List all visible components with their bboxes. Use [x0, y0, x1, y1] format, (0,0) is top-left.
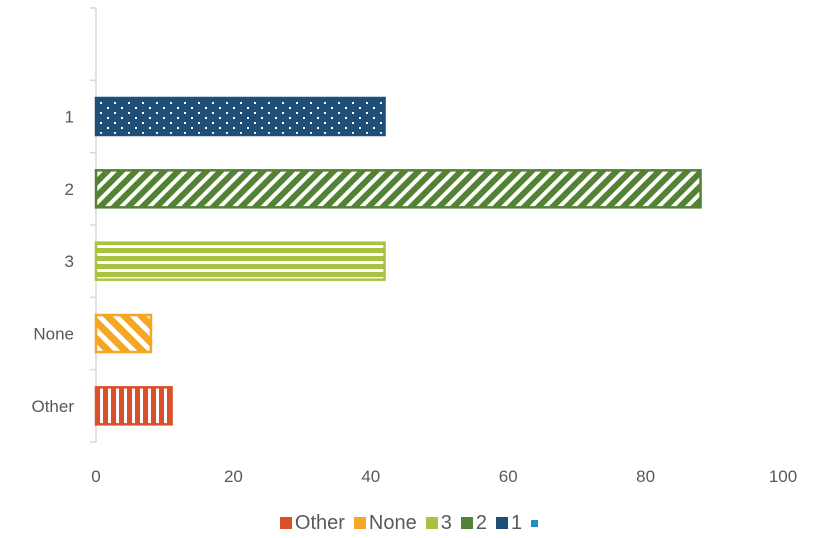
bar-1 [94, 96, 386, 137]
legend: Other None 3 2 1 [0, 510, 821, 536]
legend-item [531, 519, 541, 527]
legend-swatch [279, 517, 292, 529]
y-tick-label: Other [31, 397, 74, 416]
legend-swatch [531, 519, 539, 527]
legend-swatch [495, 517, 508, 529]
legend-swatch [353, 517, 366, 529]
x-tick-label: 100 [769, 467, 797, 486]
bar-3 [94, 241, 386, 281]
x-tick-label: 40 [361, 467, 380, 486]
legend-item: 3 [425, 511, 452, 535]
legend-swatch [460, 517, 473, 529]
x-tick-label: 0 [91, 467, 100, 486]
legend-label: 3 [440, 511, 452, 534]
bar-other [94, 386, 173, 426]
x-tick-label: 20 [224, 467, 243, 486]
legend-item: None [353, 511, 417, 535]
legend-item: 2 [460, 511, 487, 535]
x-tick-label: 80 [636, 467, 655, 486]
legend-label: None [368, 511, 417, 534]
axes [90, 7, 97, 443]
legend-label: 2 [475, 511, 487, 534]
legend-label: Other [294, 511, 345, 534]
x-tick-label: 60 [499, 467, 518, 486]
legend-item: Other [279, 511, 345, 535]
legend-swatch [425, 517, 438, 529]
bars [94, 96, 702, 426]
y-tick-label: 3 [65, 252, 74, 271]
bar-chart: 1 2 3 None Other 0 20 40 60 80 100 [31, 7, 797, 487]
bar-none [94, 313, 153, 354]
bar-2 [94, 169, 702, 209]
legend-label: 1 [510, 511, 523, 534]
y-tick-label: 2 [65, 180, 74, 199]
y-tick-label: 1 [65, 108, 74, 127]
y-tick-label: None [33, 325, 74, 344]
tick-labels: 1 2 3 None Other 0 20 40 60 80 100 [31, 108, 797, 487]
legend-item: 1 [495, 511, 523, 535]
